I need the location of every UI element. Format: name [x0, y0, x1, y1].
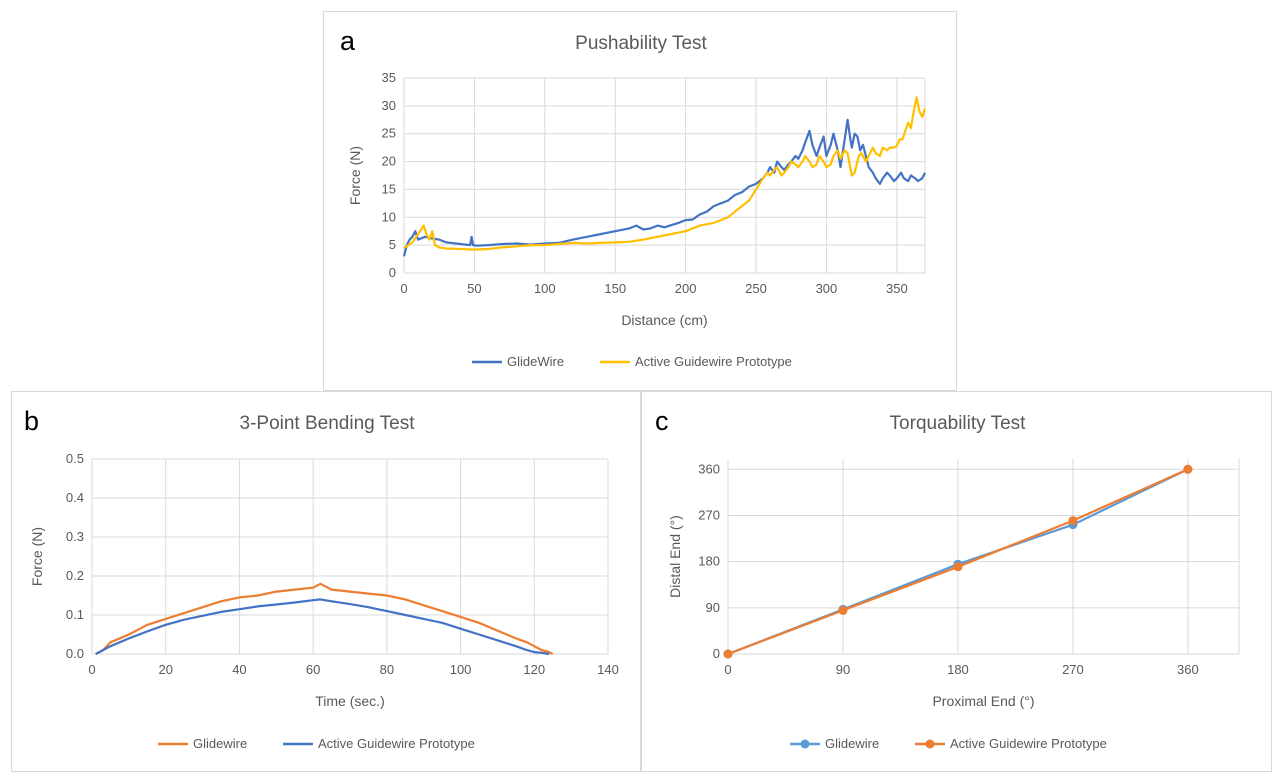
y-tick-label: 270 — [698, 507, 720, 522]
legend-label-2: Active Guidewire Prototype — [318, 736, 475, 751]
x-tick-label: 0 — [724, 662, 731, 677]
x-tick-label: 360 — [1177, 662, 1199, 677]
legend-label-2: Active Guidewire Prototype — [635, 354, 792, 369]
y-tick-label: 20 — [382, 154, 396, 169]
x-tick-label: 120 — [523, 662, 545, 677]
x-tick-label: 180 — [947, 662, 969, 677]
series-marker-2 — [723, 649, 733, 659]
y-tick-label: 25 — [382, 126, 396, 141]
y-tick-label: 0.0 — [66, 646, 84, 661]
y-tick-label: 0 — [713, 646, 720, 661]
series-marker-2 — [1183, 464, 1193, 474]
x-tick-label: 40 — [232, 662, 246, 677]
y-tick-label: 0.1 — [66, 607, 84, 622]
legend-label-1: GlideWire — [507, 354, 564, 369]
y-tick-label: 35 — [382, 70, 396, 85]
series-line-2 — [95, 598, 550, 656]
x-tick-label: 200 — [675, 281, 697, 296]
x-tick-label: 250 — [745, 281, 767, 296]
x-tick-label: 300 — [816, 281, 838, 296]
x-tick-label: 60 — [306, 662, 320, 677]
x-tick-label: 140 — [597, 662, 619, 677]
legend-label-1: Glidewire — [825, 736, 879, 751]
y-tick-label: 5 — [389, 237, 396, 252]
y-axis-label: Force (N) — [347, 146, 363, 205]
x-axis-label: Proximal End (°) — [932, 693, 1034, 709]
series-line-1 — [402, 118, 926, 257]
legend-label-1: Glidewire — [193, 736, 247, 751]
panel-letter-b: b — [24, 406, 40, 436]
y-tick-label: 0.5 — [66, 451, 84, 466]
legend-marker-1 — [800, 739, 810, 749]
series-marker-2 — [838, 605, 848, 615]
y-axis-label: Force (N) — [29, 527, 45, 586]
series-marker-2 — [1068, 516, 1078, 526]
panel-c: Torquability Test 0 90 180 270 360 0 90 180 270 36… — [641, 391, 1272, 772]
y-tick-label: 10 — [382, 209, 396, 224]
x-tick-label: 350 — [886, 281, 908, 296]
y-tick-label: 0.4 — [66, 490, 84, 505]
series-line-1 — [95, 582, 554, 655]
x-tick-label: 150 — [604, 281, 626, 296]
chart-title: Torquability Test — [890, 413, 1027, 434]
y-tick-label: 0.2 — [66, 568, 84, 583]
x-tick-label: 100 — [534, 281, 556, 296]
legend-marker-2 — [925, 739, 935, 749]
chart-title: Pushability Test — [575, 33, 707, 54]
x-tick-label: 50 — [467, 281, 481, 296]
y-tick-label: 180 — [698, 554, 720, 569]
panel-letter-a: a — [340, 26, 356, 56]
y-tick-label: 360 — [698, 461, 720, 476]
series-marker-2 — [953, 562, 963, 572]
x-tick-label: 0 — [88, 662, 95, 677]
y-tick-label: 30 — [382, 98, 396, 113]
y-tick-label: 15 — [382, 181, 396, 196]
x-tick-label: 20 — [158, 662, 172, 677]
y-tick-label: 0 — [389, 265, 396, 280]
legend-label-2: Active Guidewire Prototype — [950, 736, 1107, 751]
x-tick-label: 0 — [400, 281, 407, 296]
panel-letter-c: c — [655, 406, 669, 436]
y-tick-label: 90 — [706, 600, 720, 615]
panel-a: Pushability Test 0 5 10 15 20 25 30 35 0 50 100 150 2… — [323, 11, 957, 391]
bending-chart: 3-Point Bending Test 0.0 0.1 0.2 0.3 0.4 0.5 0 2… — [29, 413, 619, 751]
x-tick-label: 270 — [1062, 662, 1084, 677]
x-tick-label: 90 — [836, 662, 850, 677]
torquability-chart: Torquability Test 0 90 180 270 360 0 90 180 270 36… — [667, 413, 1240, 751]
x-tick-label: 80 — [380, 662, 394, 677]
x-axis-label: Time (sec.) — [315, 693, 384, 709]
series-line-2 — [403, 96, 927, 251]
x-tick-label: 100 — [450, 662, 472, 677]
chart-title: 3-Point Bending Test — [240, 413, 416, 434]
y-axis-label: Distal End (°) — [667, 515, 683, 598]
y-tick-label: 0.3 — [66, 529, 84, 544]
x-axis-label: Distance (cm) — [621, 312, 707, 328]
panel-b: 3-Point Bending Test 0.0 0.1 0.2 0.3 0.4 0.5 0 2… — [11, 391, 641, 772]
